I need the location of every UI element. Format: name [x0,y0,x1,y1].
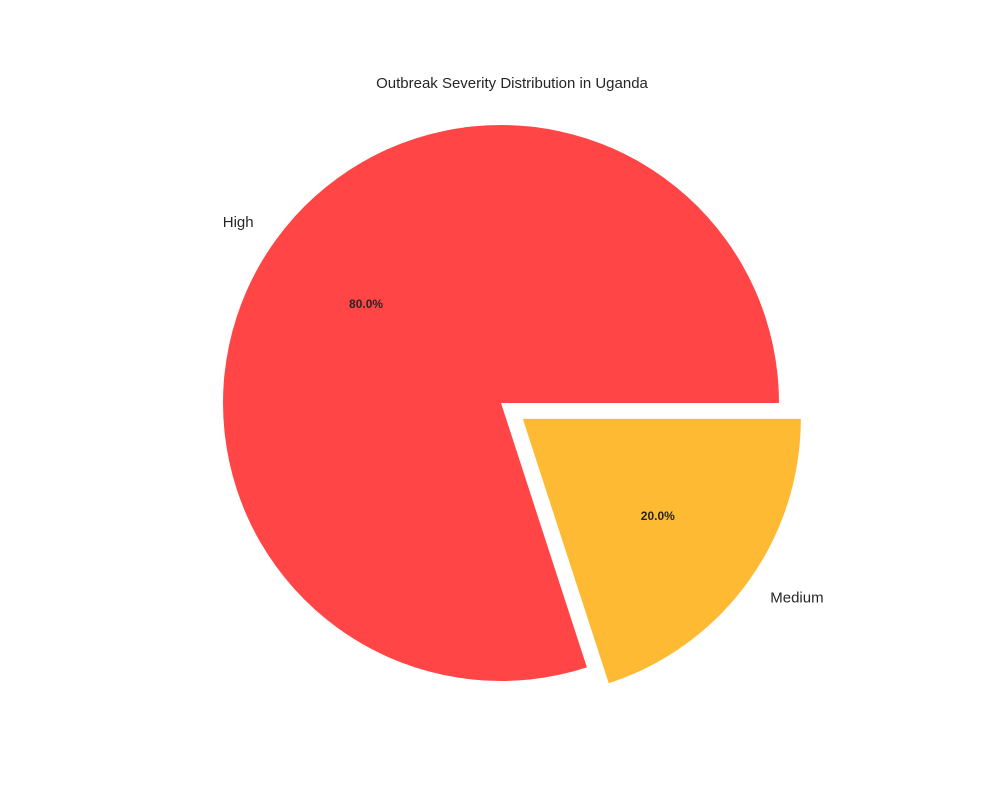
slice-label-medium: Medium [770,590,823,607]
pie-slices [223,125,801,684]
percent-label-high: 80.0% [349,297,383,311]
chart-title: Outbreak Severity Distribution in Uganda [376,75,648,92]
pie-slice-high [223,125,779,682]
pie-slice-medium [522,418,801,684]
percent-label-medium: 20.0% [641,509,675,523]
slice-label-high: High [223,214,254,231]
pie-labels: High 80.0% Medium 20.0% [223,214,824,606]
